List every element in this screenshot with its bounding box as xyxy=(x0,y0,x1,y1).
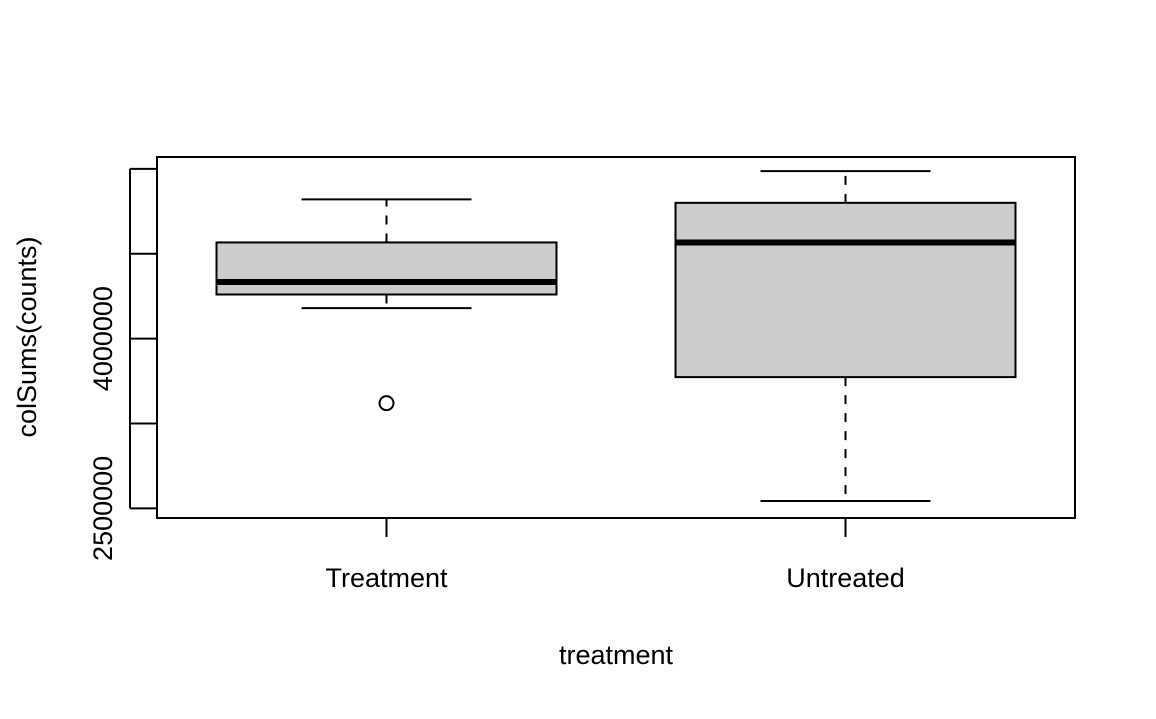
box-group-1 xyxy=(674,170,1017,503)
outlier-point-0-0 xyxy=(378,395,395,412)
x-tick-label-0: Treatment xyxy=(325,563,448,593)
box-group-0 xyxy=(215,198,558,412)
x-tick-label-1: Untreated xyxy=(786,563,905,593)
x-axis-title: treatment xyxy=(559,640,674,670)
y-axis: 2500000 4000000 xyxy=(88,167,157,561)
box-1 xyxy=(674,201,1017,379)
box-0 xyxy=(215,241,558,296)
plot-frame xyxy=(156,156,1076,519)
y-axis-title: colSums(counts) xyxy=(12,236,42,437)
y-tick-label-0: 2500000 xyxy=(88,456,118,561)
y-tick-label-2: 4000000 xyxy=(88,286,118,391)
boxes xyxy=(215,170,1017,503)
x-axis: Treatment Untreated xyxy=(325,518,905,593)
